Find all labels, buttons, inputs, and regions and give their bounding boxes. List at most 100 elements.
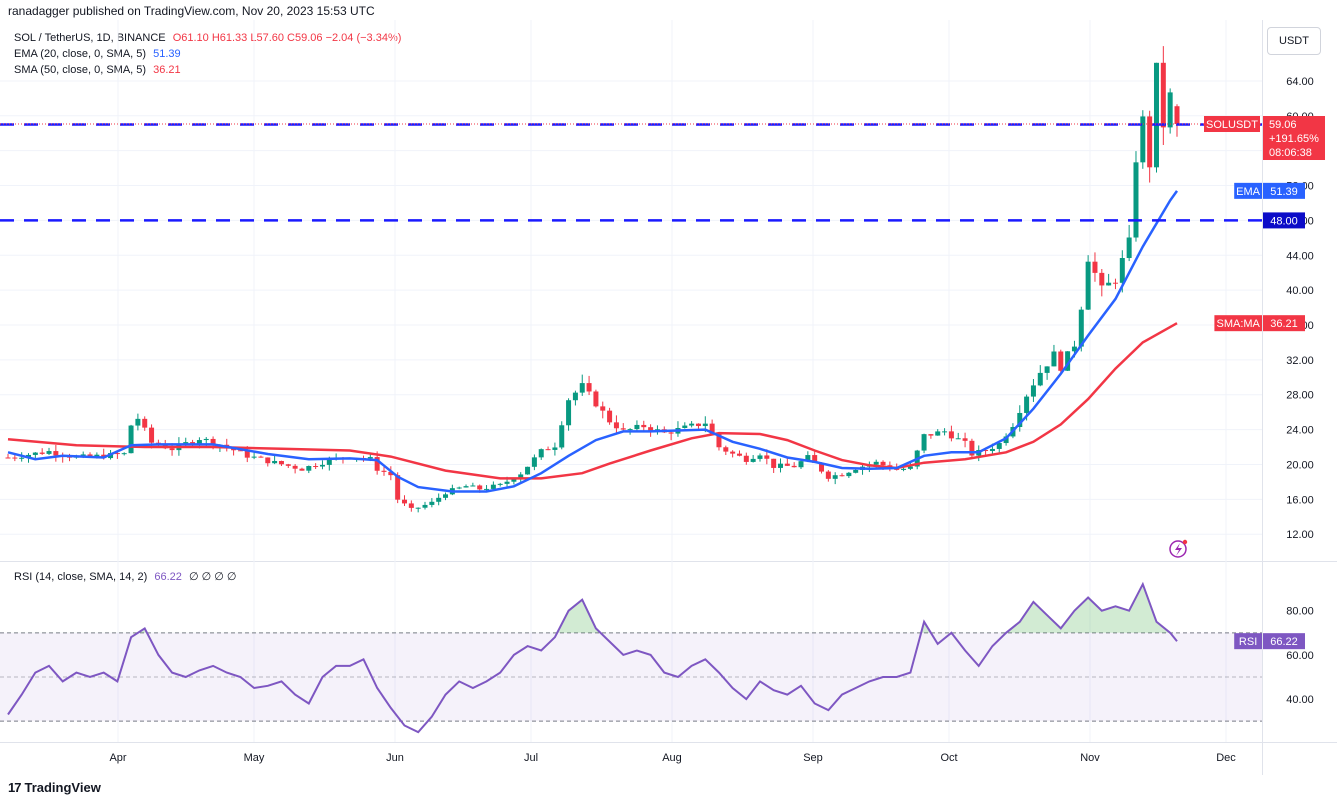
sma-tag-value: 36.21 (1270, 318, 1298, 330)
price-tick-label: 24.00 (1286, 425, 1314, 437)
candle-body (1017, 412, 1023, 428)
candle-body (901, 468, 907, 470)
candle-body (429, 501, 435, 505)
candle-body (607, 410, 613, 423)
candle-body (121, 453, 127, 455)
rsi-legend-extra: ∅ ∅ ∅ ∅ (188, 571, 237, 583)
candle-body (94, 454, 100, 457)
time-tick-label: Sep (803, 752, 823, 764)
price-tick-label: 28.00 (1286, 390, 1314, 402)
candle-body (538, 449, 544, 458)
time-tick-label: Aug (662, 752, 682, 764)
tradingview-brand: TradingView (24, 780, 101, 795)
candle-body (114, 453, 120, 455)
price-tag-name: SOLUSDT (1206, 119, 1258, 131)
candle-body (1160, 62, 1166, 128)
candle-body (627, 429, 633, 431)
candle-body (579, 383, 585, 393)
candle-body (477, 485, 483, 490)
ema-legend-value: 51.39 (153, 48, 181, 60)
candle-body (757, 455, 763, 459)
candle-body (812, 455, 818, 463)
candle-body (996, 443, 1002, 449)
candle-body (1106, 282, 1112, 286)
price-tick-label: 40.00 (1286, 285, 1314, 297)
candle-body (894, 468, 900, 470)
sma-tag-label-bg (1214, 315, 1262, 332)
ema-tag-value: 51.39 (1270, 186, 1298, 198)
candle-body (853, 469, 859, 473)
candle-body (525, 466, 531, 475)
time-tick-label: Oct (940, 752, 957, 764)
time-tick-label: Jul (524, 752, 538, 764)
ema-legend: EMA (20, close, 0, SMA, 5) 51.39 (14, 48, 181, 60)
candle-body (415, 507, 421, 509)
candle-body (381, 470, 387, 472)
candle-body (190, 442, 196, 444)
ema-legend-label[interactable]: EMA (20, close, 0, SMA, 5) (14, 48, 147, 60)
price-tick-label: 64.00 (1286, 76, 1314, 88)
candle-body (196, 440, 202, 444)
candle-body (1051, 351, 1057, 367)
candle-body (1126, 237, 1132, 259)
rsi-legend-value: 66.22 (154, 571, 182, 583)
last-price-tag: SOLUSDT 59.06 +191.65% 08:06:38 (1204, 116, 1325, 161)
candle-body (149, 427, 155, 443)
candle-body (572, 392, 578, 401)
candle-body (292, 465, 298, 469)
candle-body (791, 465, 797, 468)
candle-body (634, 424, 640, 430)
lightning-icon-bolt (1175, 543, 1182, 556)
candle-body (319, 464, 325, 467)
tradingview-logo[interactable]: 17 TradingView (8, 780, 101, 795)
currency-button[interactable]: USDT (1267, 27, 1321, 55)
rsi-tag-value: 66.22 (1270, 636, 1298, 648)
candle-body (1058, 351, 1064, 371)
candle-body (5, 457, 11, 459)
time-tick-label: Nov (1080, 752, 1100, 764)
candle-body (839, 475, 845, 477)
candle-body (723, 447, 729, 452)
symbol-name[interactable]: SOL / TetherUS, 1D, BINANCE (14, 32, 166, 44)
candle-body (771, 458, 777, 468)
ema-tag-value-bg (1263, 182, 1305, 199)
candle-body (169, 448, 175, 451)
level-tag-text: 48.00 (1270, 215, 1298, 227)
price-tag-timer: 08:06:38 (1269, 147, 1312, 159)
sma-50-line (7, 322, 1178, 480)
lightning-icon-dot (1182, 539, 1188, 545)
candle-body (989, 448, 995, 452)
price-tag-change: +191.65% (1269, 133, 1319, 145)
candle-body (566, 400, 572, 426)
candle-body (1099, 272, 1105, 286)
candle-body (552, 447, 558, 450)
candle-body (1065, 351, 1071, 371)
rsi-legend-label[interactable]: RSI (14, close, SMA, 14, 2) (14, 571, 148, 583)
candle-body (436, 497, 442, 502)
chart-canvas[interactable]: 12.0016.0020.0024.0028.0032.0036.0040.00… (0, 0, 1337, 775)
candle-body (819, 462, 825, 472)
price-tag-value: 59.06 (1269, 119, 1297, 131)
candle-body (531, 457, 537, 467)
candle-body (689, 423, 695, 426)
candle-body (408, 503, 414, 508)
sma-legend-label[interactable]: SMA (50, close, 0, SMA, 5) (14, 64, 147, 76)
candle-body (1167, 92, 1173, 128)
time-tick-label: Dec (1216, 752, 1236, 764)
lightning-icon[interactable] (1169, 539, 1188, 558)
ema-tag-label: EMA (1236, 186, 1261, 198)
candle-body (825, 471, 831, 479)
level-price-tag: 48.00 (1263, 212, 1305, 229)
time-tick-label: Apr (109, 752, 126, 764)
candle-body (784, 463, 790, 466)
rsi-tag-label: RSI (1239, 636, 1257, 648)
candle-body (709, 423, 715, 435)
candle-body (518, 474, 524, 480)
level-tag-bg (1263, 212, 1305, 229)
candle-body (962, 438, 968, 441)
candle-body (422, 504, 428, 508)
candle-body (1119, 258, 1125, 283)
candle-body (695, 423, 701, 427)
candle-body (46, 451, 52, 454)
candle-body (203, 438, 209, 441)
